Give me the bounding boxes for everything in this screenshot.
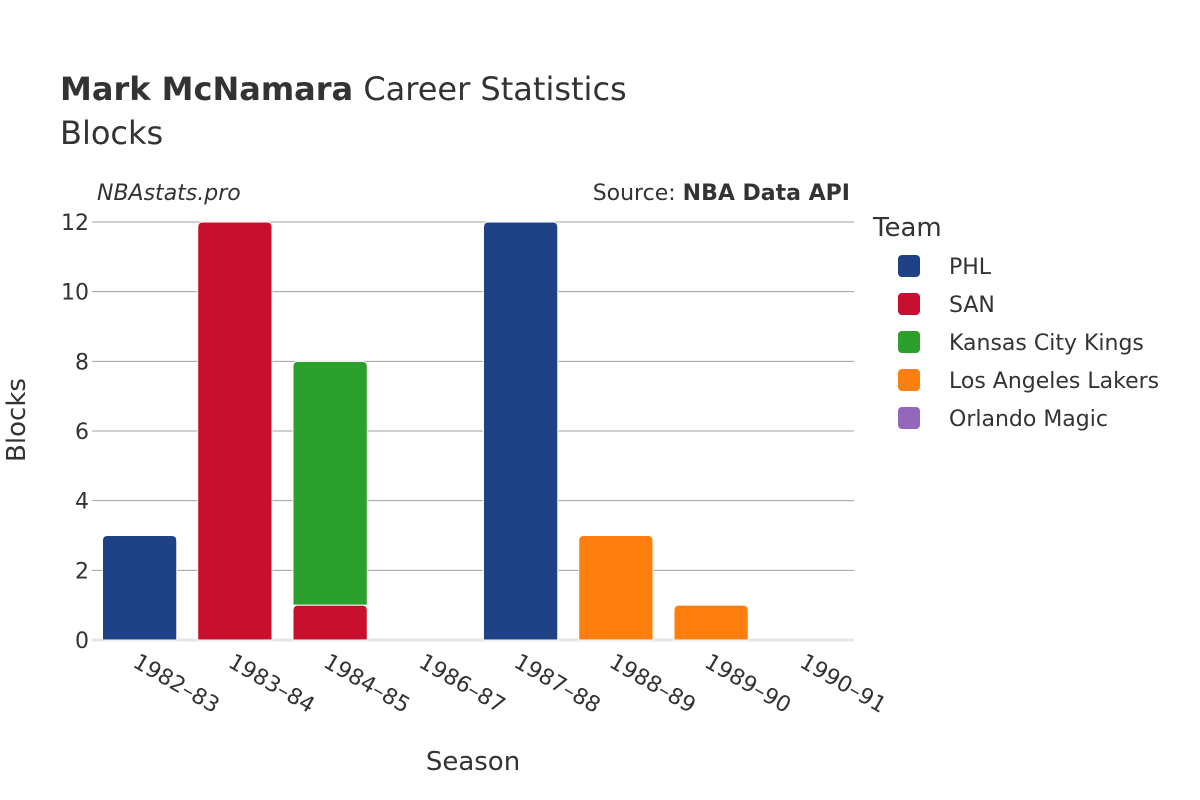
x-tick-labels: 1982–83 1983–84 1984–85 1986–87 1987–88 1988–… — [129, 650, 891, 719]
legend-item-kansas-city-kings[interactable]: Kansas City Kings — [898, 331, 1144, 356]
y-tick-label: 0 — [75, 629, 89, 654]
source-prefix: Source: — [593, 181, 683, 206]
legend-item-orlando-magic[interactable]: Orlando Magic — [898, 407, 1108, 432]
y-tick-label: 10 — [61, 281, 89, 306]
source-credit: Source: NBA Data API — [593, 181, 850, 206]
x-tick-label: 1990–91 — [795, 650, 890, 719]
legend-label: Orlando Magic — [949, 407, 1108, 432]
legend-item-san[interactable]: SAN — [898, 293, 995, 318]
x-tick-label: 1983–84 — [224, 650, 319, 719]
y-tick-label: 2 — [75, 559, 89, 584]
x-axis-title: Season — [426, 747, 520, 777]
y-tick-label: 8 — [75, 350, 89, 375]
y-tick-label: 4 — [75, 490, 89, 515]
legend-label: Los Angeles Lakers — [949, 369, 1159, 394]
legend-label: PHL — [949, 255, 992, 280]
y-tick-labels: 0 2 4 6 8 10 12 — [61, 211, 89, 654]
legend-swatch — [898, 293, 920, 315]
legend: PHL SAN Kansas City Kings Los Angeles Laker… — [898, 255, 1159, 432]
legend-item-los-angeles-lakers[interactable]: Los Angeles Lakers — [898, 369, 1159, 394]
x-tick-label: 1986–87 — [414, 650, 509, 719]
x-tick-label: 1989–90 — [700, 650, 795, 719]
x-tick-label: 1988–89 — [605, 650, 700, 719]
y-axis-title: Blocks — [2, 378, 32, 462]
legend-label: SAN — [949, 293, 995, 318]
legend-swatch — [898, 369, 920, 391]
bar-los-angeles-lakers-5[interactable] — [578, 535, 654, 641]
bar-san-1[interactable] — [197, 221, 273, 641]
y-tick-label: 6 — [75, 420, 89, 445]
legend-title: Team — [872, 213, 942, 243]
legend-label: Kansas City Kings — [949, 331, 1144, 356]
chart-title-rest: Career Statistics — [353, 70, 627, 108]
x-tick-label: 1984–85 — [319, 650, 414, 719]
chart-subtitle: Blocks — [60, 114, 163, 152]
source-name: NBA Data API — [683, 181, 850, 206]
legend-swatch — [898, 407, 920, 429]
site-credit: NBAstats.pro — [97, 181, 241, 206]
chart-title-bold: Mark McNamara — [60, 70, 353, 108]
bar-san-2[interactable] — [292, 604, 368, 641]
legend-swatch — [898, 331, 920, 353]
bar-phl-4[interactable] — [482, 221, 559, 641]
bar-kansas-city-kings-2[interactable] — [292, 360, 368, 606]
x-tick-label: 1982–83 — [129, 650, 224, 719]
bar-phl-0[interactable] — [101, 535, 178, 641]
legend-item-phl[interactable]: PHL — [898, 255, 992, 280]
x-tick-label: 1987–88 — [510, 650, 605, 719]
bar-los-angeles-lakers-6[interactable] — [673, 604, 749, 641]
legend-swatch — [898, 255, 920, 277]
y-tick-label: 12 — [61, 211, 89, 236]
bars-group — [101, 221, 749, 641]
chart-title: Mark McNamara Career Statistics — [60, 70, 627, 108]
